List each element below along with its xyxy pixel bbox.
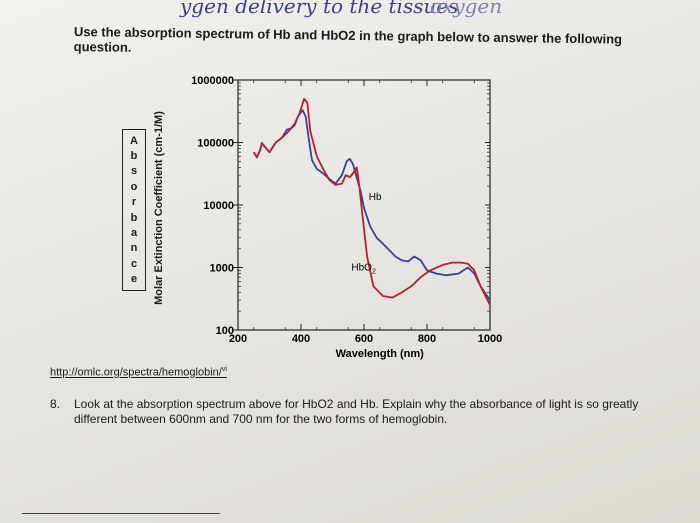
x-tick-label: 1000 (478, 333, 502, 345)
absorbance-letter: a (130, 227, 138, 240)
y-tick-label: 100 (216, 325, 234, 337)
question-text: Look at the absorption spectrum above fo… (74, 397, 639, 426)
absorbance-letter: b (130, 150, 138, 163)
question-8: 8. Look at the absorption spectrum above… (50, 397, 660, 427)
question-number: 8. (50, 397, 61, 411)
y-tick-label: 1000000 (191, 75, 234, 87)
absorbance-letter: n (130, 242, 138, 255)
source-link-text[interactable]: http://omlc.org/spectra/hemoglobin/ (50, 366, 222, 379)
x-tick-label: 400 (292, 333, 310, 345)
source-link-superscript: vi (221, 366, 227, 373)
y-tick-label: 100000 (197, 138, 234, 150)
series-annotation: Hb (369, 192, 382, 203)
x-tick-label: 200 (229, 333, 247, 345)
absorbance-letter: o (130, 180, 138, 193)
absorbance-letter: A (130, 134, 138, 147)
series-annotation: HbO2 (351, 262, 376, 275)
absorbance-letter: r (131, 196, 137, 209)
handwritten-note-right: oxygen (430, 0, 503, 18)
x-axis-label: Wavelength (nm) (336, 348, 425, 360)
absorbance-letter: s (130, 165, 138, 178)
y-tick-label: 1000 (210, 263, 234, 275)
absorbance-letter: b (130, 211, 138, 224)
handwritten-note-left: ygen delivery to the tissues (180, 0, 459, 18)
series-line-hbo2 (253, 97, 491, 306)
annotation-subscript: 2 (372, 268, 376, 275)
handwritten-note: ygen delivery to the tissues oxygen (180, 0, 700, 24)
absorbance-letter: c (130, 257, 138, 270)
x-tick-label: 800 (418, 333, 436, 345)
absorbance-letter: e (130, 273, 138, 286)
y-tick-label: 10000 (203, 200, 234, 212)
source-link[interactable]: http://omlc.org/spectra/hemoglobin/vi (50, 366, 227, 379)
x-tick-label: 600 (355, 333, 373, 345)
answer-line[interactable] (22, 513, 220, 514)
